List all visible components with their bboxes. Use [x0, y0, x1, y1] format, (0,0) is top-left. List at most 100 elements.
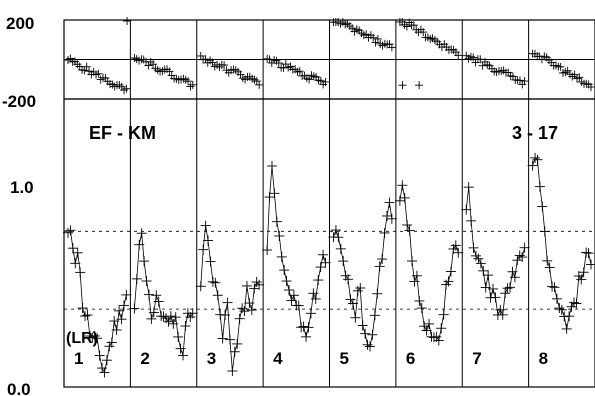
- bottom-point: [279, 265, 290, 276]
- bottom-point: [527, 160, 538, 171]
- top-point: [153, 66, 162, 75]
- top-point: [120, 86, 129, 95]
- bottom-point: [530, 152, 541, 163]
- bottom-point: [217, 333, 228, 344]
- top-point: [149, 60, 158, 69]
- top-point: [373, 34, 382, 43]
- bottom-point: [286, 295, 297, 306]
- bottom-point: [170, 312, 181, 323]
- bottom-point: [80, 311, 91, 322]
- bottom-point: [168, 318, 179, 329]
- top-point: [274, 59, 283, 68]
- bottom-point: [246, 305, 257, 316]
- bottom-point: [222, 297, 233, 308]
- top-point: [508, 72, 517, 81]
- top-point: [454, 51, 463, 60]
- bottom-point: [92, 333, 103, 344]
- bottom-point: [497, 309, 508, 320]
- bottom-plot-layer: [63, 152, 595, 378]
- bottom-point: [478, 265, 489, 276]
- bottom-point: [330, 225, 341, 236]
- panel-number-label: 5: [340, 349, 349, 368]
- top-point: [428, 34, 437, 43]
- bottom-point: [151, 290, 162, 301]
- bottom-point: [419, 321, 430, 332]
- bottom-point: [308, 288, 319, 299]
- top-point: [587, 83, 595, 92]
- bottom-point: [333, 232, 344, 243]
- bottom-point: [229, 346, 240, 357]
- bottom-point: [517, 252, 528, 263]
- bottom-point: [369, 310, 380, 321]
- panel-number-label: 2: [140, 349, 149, 368]
- bottom-series-line: [266, 165, 326, 337]
- top-point: [208, 58, 217, 67]
- top-point: [75, 62, 84, 71]
- top-point: [378, 41, 387, 50]
- bottom-point: [495, 304, 506, 315]
- top-point: [402, 22, 411, 31]
- bottom-point: [224, 334, 235, 345]
- bottom-point: [136, 228, 147, 239]
- top-point: [570, 70, 579, 79]
- bottom-ytick-min: 0.0: [7, 380, 31, 396]
- bottom-point: [488, 283, 499, 294]
- bottom-point: [500, 288, 511, 299]
- bottom-point: [338, 256, 349, 267]
- chart-subtitle: 3 - 17: [512, 123, 558, 143]
- bottom-point: [436, 323, 447, 334]
- panel-number-label: 4: [273, 349, 283, 368]
- bottom-point: [586, 259, 595, 270]
- top-point: [188, 80, 197, 89]
- top-point: [556, 62, 565, 71]
- bottom-point: [554, 303, 565, 314]
- bottom-point: [254, 279, 265, 290]
- bottom-point: [443, 276, 454, 287]
- top-point: [350, 27, 359, 36]
- top-stray-point: [398, 81, 407, 90]
- bottom-point: [360, 328, 371, 339]
- bottom-point: [143, 289, 154, 300]
- bottom-point: [301, 331, 312, 342]
- bottom-point: [416, 303, 427, 314]
- bottom-point: [532, 154, 543, 165]
- bottom-point: [239, 306, 250, 317]
- bottom-point: [372, 288, 383, 299]
- bottom-point: [210, 277, 221, 288]
- bottom-point: [453, 247, 464, 258]
- bottom-point: [473, 253, 484, 264]
- bottom-point: [315, 262, 326, 273]
- top-point: [144, 61, 153, 70]
- bottom-point: [445, 266, 456, 277]
- bottom-point: [414, 295, 425, 306]
- bottom-point: [483, 270, 494, 281]
- bottom-point: [320, 257, 331, 268]
- top-point: [122, 84, 131, 93]
- bottom-point: [121, 289, 132, 300]
- top-point: [184, 77, 193, 86]
- bottom-point: [407, 255, 418, 266]
- top-point: [497, 67, 506, 76]
- top-point: [284, 63, 293, 72]
- bottom-point: [561, 323, 572, 334]
- top-point: [163, 65, 172, 74]
- bottom-point: [397, 180, 408, 191]
- bottom-point: [65, 225, 76, 236]
- bottom-point: [534, 181, 545, 192]
- top-point: [572, 74, 581, 83]
- bottom-point: [544, 262, 555, 273]
- bottom-point: [269, 188, 280, 199]
- bottom-point: [200, 220, 211, 231]
- bottom-point: [362, 339, 373, 350]
- bottom-point: [428, 332, 439, 343]
- bottom-point: [77, 303, 88, 314]
- top-point: [371, 38, 380, 47]
- bottom-point: [251, 277, 262, 288]
- bottom-point: [318, 249, 329, 260]
- bottom-point: [384, 197, 395, 208]
- bottom-point: [70, 258, 81, 269]
- top-point: [231, 66, 240, 75]
- bottom-point: [547, 281, 558, 292]
- bottom-point: [97, 363, 108, 374]
